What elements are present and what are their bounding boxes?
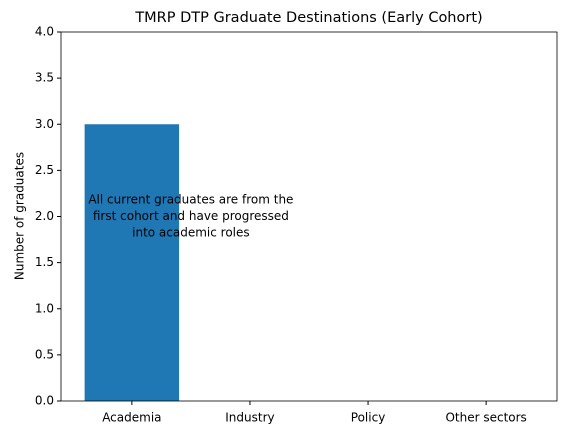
bar <box>84 124 180 401</box>
chart-title: TMRP DTP Graduate Destinations (Early Co… <box>134 10 482 26</box>
annotation: into academic roles <box>132 226 250 240</box>
y-tick-label: 2.0 <box>35 209 54 223</box>
x-tick-label: Industry <box>225 411 274 425</box>
y-tick-label: 1.0 <box>35 301 54 315</box>
x-tick-label: Other sectors <box>445 411 526 425</box>
annotation: first cohort and have progressed <box>93 209 289 223</box>
x-tick-label: Policy <box>351 411 386 425</box>
plot-frame <box>60 31 558 402</box>
y-tick-label: 1.5 <box>35 255 54 269</box>
y-tick-label: 4.0 <box>35 25 54 39</box>
y-tick-label: 3.0 <box>35 117 54 131</box>
y-axis-label: Number of graduates <box>13 152 27 280</box>
y-tick-label: 0.5 <box>35 347 54 361</box>
annotation: All current graduates are from the <box>88 193 293 207</box>
x-tick-label: Academia <box>102 411 161 425</box>
y-tick-label: 0.0 <box>35 394 54 408</box>
y-tick-label: 3.5 <box>35 71 54 85</box>
y-tick-label: 2.5 <box>35 163 54 177</box>
